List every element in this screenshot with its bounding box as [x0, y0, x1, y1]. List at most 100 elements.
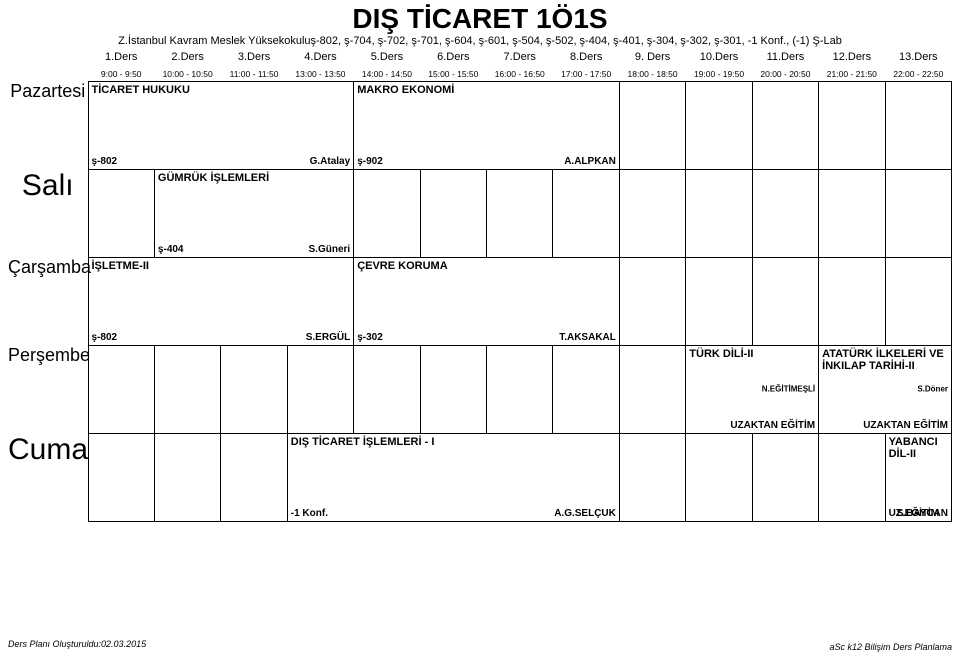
lesson-title: TÜRK DİLİ-II	[689, 348, 815, 361]
lesson-title: DIŞ TİCARET İŞLEMLERİ - I	[291, 436, 616, 449]
empty-cell	[885, 169, 951, 257]
lesson-extra: S.Döner	[917, 385, 948, 394]
footer: Ders Planı Oluşturuldu:02.03.2015 aSc k1…	[8, 634, 952, 652]
lesson-cell: YABANCI DİL-II UZ.EĞİTİM S.BAYCAN	[885, 433, 951, 521]
lesson-cell: MAKRO EKONOMİ ş-902 A.ALPKAN	[354, 81, 620, 169]
empty-cell	[819, 433, 885, 521]
empty-cell	[553, 169, 619, 257]
empty-cell	[619, 81, 685, 169]
time-label: 16:00 - 16:50	[487, 65, 553, 82]
lesson-teacher: T.AKSAKAL	[559, 332, 616, 343]
row-friday: Cuma DIŞ TİCARET İŞLEMLERİ - I -1 Konf. …	[8, 433, 952, 521]
period-label: 2.Ders	[154, 49, 220, 65]
lesson-teacher: UZAKTAN EĞİTİM	[863, 420, 948, 431]
empty-cell	[619, 433, 685, 521]
empty-cell	[553, 345, 619, 433]
lesson-cell: DIŞ TİCARET İŞLEMLERİ - I -1 Konf. A.G.S…	[287, 433, 619, 521]
lesson-title: MAKRO EKONOMİ	[357, 84, 616, 97]
empty-cell	[619, 345, 685, 433]
lesson-room: -1 Konf.	[291, 508, 328, 519]
period-label: 5.Ders	[354, 49, 420, 65]
empty-cell	[885, 257, 951, 345]
empty-cell	[819, 169, 885, 257]
empty-cell	[752, 257, 818, 345]
empty-cell	[88, 345, 154, 433]
empty-cell	[88, 433, 154, 521]
time-label: 13:00 - 13:50	[287, 65, 353, 82]
lesson-cell: ÇEVRE KORUMA ş-302 T.AKSAKAL	[354, 257, 620, 345]
day-label-monday: Pazartesi	[8, 81, 88, 169]
time-label: 19:00 - 19:50	[686, 65, 752, 82]
times-row: 9:00 - 9:50 10:00 - 10:50 11:00 - 11:50 …	[8, 65, 952, 82]
row-monday: Pazartesi TİCARET HUKUKU ş-802 G.Atalay …	[8, 81, 952, 169]
lesson-room: ş-902	[357, 156, 383, 167]
empty-cell	[686, 433, 752, 521]
periods-row: 1.Ders 2.Ders 3.Ders 4.Ders 5.Ders 6.Der…	[8, 49, 952, 65]
timetable: 1.Ders 2.Ders 3.Ders 4.Ders 5.Ders 6.Der…	[8, 49, 952, 522]
lesson-room: ş-302	[357, 332, 383, 343]
period-label: 7.Ders	[487, 49, 553, 65]
lesson-teacher: S.ERGÜL	[306, 332, 350, 343]
lesson-room: ş-802	[92, 156, 118, 167]
empty-cell	[686, 257, 752, 345]
empty-cell	[619, 169, 685, 257]
empty-cell	[354, 169, 420, 257]
empty-cell	[420, 345, 486, 433]
empty-cell	[287, 345, 353, 433]
period-label: 1.Ders	[88, 49, 154, 65]
empty-cell	[221, 433, 287, 521]
row-thursday: Perşembe TÜRK DİLİ-II N.EĞİTİMEŞLİ UZAKT…	[8, 345, 952, 433]
generated-label: Ders Planı Oluşturuldu:02.03.2015	[8, 639, 146, 649]
empty-cell	[420, 169, 486, 257]
lesson-teacher: S.BAYCAN	[897, 508, 948, 519]
lesson-cell: İŞLETME-II ş-802 S.ERGÜL	[88, 257, 354, 345]
page-title: DIŞ TİCARET 1Ö1S	[8, 4, 952, 35]
brand-label: aSc k12 Bilişim Ders Planlama	[829, 642, 952, 652]
time-label: 9:00 - 9:50	[88, 65, 154, 82]
day-label-thursday: Perşembe	[8, 345, 88, 433]
period-label: 4.Ders	[287, 49, 353, 65]
day-label-friday: Cuma	[8, 433, 88, 521]
day-label-wednesday: Çarşamba	[8, 257, 88, 345]
empty-cell	[752, 81, 818, 169]
lesson-teacher: A.G.SELÇUK	[554, 508, 616, 519]
lesson-extra: N.EĞİTİMEŞLİ	[762, 385, 815, 394]
empty-cell	[154, 433, 220, 521]
schedule-page: DIŞ TİCARET 1Ö1S Z.İstanbul Kavram Mesle…	[0, 0, 960, 654]
period-label: 3.Ders	[221, 49, 287, 65]
lesson-title: TİCARET HUKUKU	[92, 84, 351, 97]
lesson-room: ş-404	[158, 244, 184, 255]
lesson-teacher: A.ALPKAN	[564, 156, 616, 167]
room-list: Z.İstanbul Kavram Meslek Yüksekokuluş-80…	[8, 35, 952, 47]
row-wednesday: Çarşamba İŞLETME-II ş-802 S.ERGÜL ÇEVRE …	[8, 257, 952, 345]
lesson-title: İŞLETME-II	[92, 260, 351, 273]
lesson-room: ş-802	[92, 332, 118, 343]
lesson-teacher: S.Güneri	[309, 244, 351, 255]
time-label: 21:00 - 21:50	[819, 65, 885, 82]
period-label: 6.Ders	[420, 49, 486, 65]
lesson-teacher: G.Atalay	[310, 156, 351, 167]
row-tuesday: Salı GÜMRÜK İŞLEMLERİ ş-404 S.Güneri	[8, 169, 952, 257]
lesson-cell: GÜMRÜK İŞLEMLERİ ş-404 S.Güneri	[154, 169, 353, 257]
empty-cell	[354, 345, 420, 433]
time-label: 20:00 - 20:50	[752, 65, 818, 82]
lesson-title: ÇEVRE KORUMA	[357, 260, 616, 273]
empty-cell	[686, 169, 752, 257]
time-label: 11:00 - 11:50	[221, 65, 287, 82]
period-label: 10.Ders	[686, 49, 752, 65]
empty-cell	[487, 169, 553, 257]
lesson-cell: ATATÜRK İLKELERİ VE İNKILAP TARİHİ-II S.…	[819, 345, 952, 433]
empty-cell	[752, 433, 818, 521]
empty-cell	[819, 257, 885, 345]
empty-cell	[88, 169, 154, 257]
time-label: 15:00 - 15:50	[420, 65, 486, 82]
time-label: 22:00 - 22:50	[885, 65, 951, 82]
period-label: 11.Ders	[752, 49, 818, 65]
period-label: 9. Ders	[619, 49, 685, 65]
time-label: 18:00 - 18:50	[619, 65, 685, 82]
empty-cell	[819, 81, 885, 169]
period-label: 8.Ders	[553, 49, 619, 65]
empty-cell	[686, 81, 752, 169]
empty-cell	[221, 345, 287, 433]
lesson-title: ATATÜRK İLKELERİ VE İNKILAP TARİHİ-II	[822, 348, 948, 373]
